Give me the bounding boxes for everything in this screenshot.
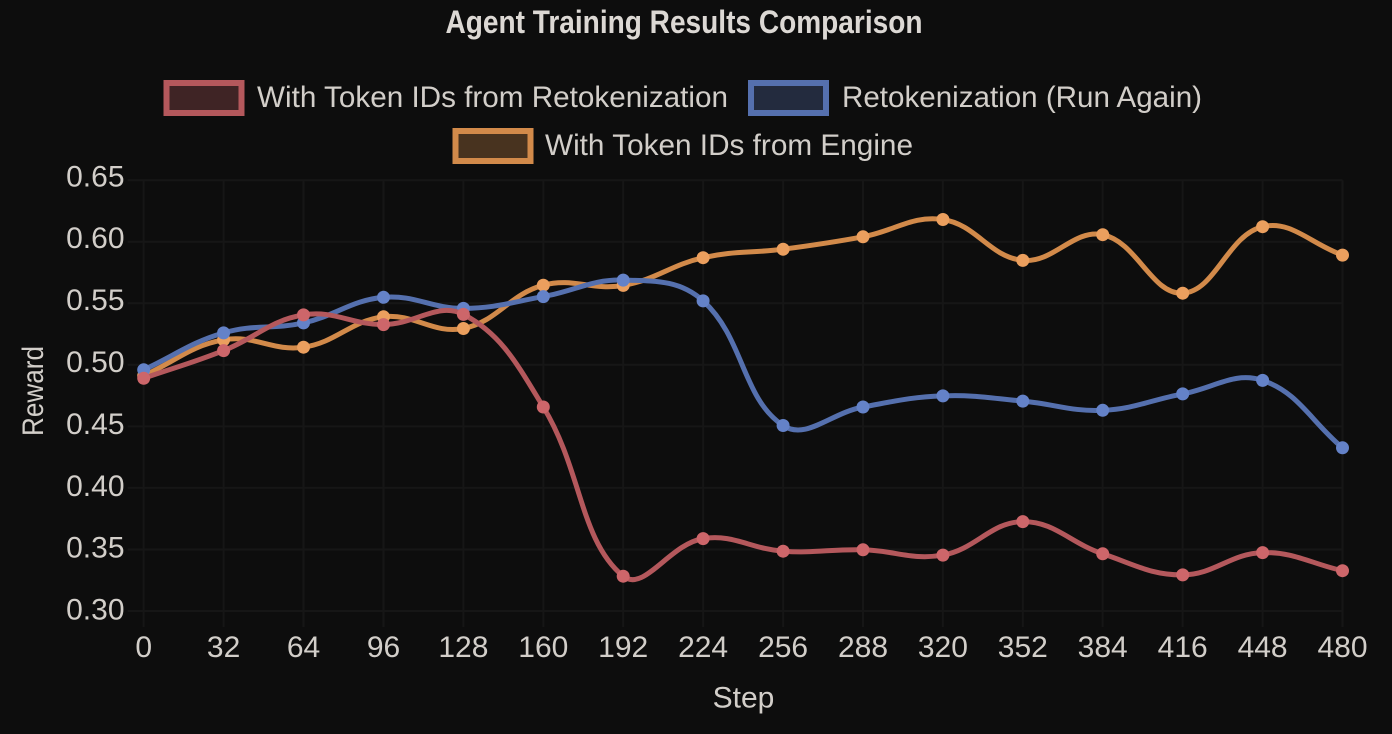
- svg-text:448: 448: [1238, 631, 1288, 664]
- svg-text:160: 160: [518, 631, 568, 664]
- svg-text:Step: Step: [713, 682, 775, 715]
- svg-text:With Token IDs from Retokeniza: With Token IDs from Retokenization: [257, 81, 728, 114]
- svg-text:288: 288: [838, 631, 888, 664]
- svg-text:0.55: 0.55: [66, 284, 124, 317]
- svg-text:320: 320: [918, 631, 968, 664]
- svg-text:64: 64: [287, 631, 320, 664]
- svg-text:0.30: 0.30: [66, 594, 124, 627]
- svg-text:352: 352: [998, 631, 1048, 664]
- svg-text:Agent Training Results Compari: Agent Training Results Comparison: [446, 4, 923, 40]
- svg-text:With Token IDs from Engine: With Token IDs from Engine: [545, 129, 913, 162]
- svg-text:128: 128: [438, 631, 488, 664]
- svg-text:416: 416: [1158, 631, 1208, 664]
- svg-text:Reward: Reward: [17, 346, 50, 436]
- svg-text:Retokenization (Run Again): Retokenization (Run Again): [842, 81, 1202, 114]
- svg-text:0.60: 0.60: [66, 222, 124, 255]
- svg-text:96: 96: [367, 631, 400, 664]
- svg-text:0.50: 0.50: [66, 346, 124, 379]
- svg-text:384: 384: [1078, 631, 1128, 664]
- svg-text:256: 256: [758, 631, 808, 664]
- svg-text:0: 0: [135, 631, 152, 664]
- svg-text:32: 32: [207, 631, 240, 664]
- svg-text:0.40: 0.40: [66, 470, 124, 503]
- svg-text:192: 192: [598, 631, 648, 664]
- svg-text:0.35: 0.35: [66, 532, 124, 565]
- svg-text:0.45: 0.45: [66, 408, 124, 441]
- svg-text:0.65: 0.65: [66, 160, 124, 193]
- svg-text:224: 224: [678, 631, 728, 664]
- svg-text:480: 480: [1317, 631, 1367, 664]
